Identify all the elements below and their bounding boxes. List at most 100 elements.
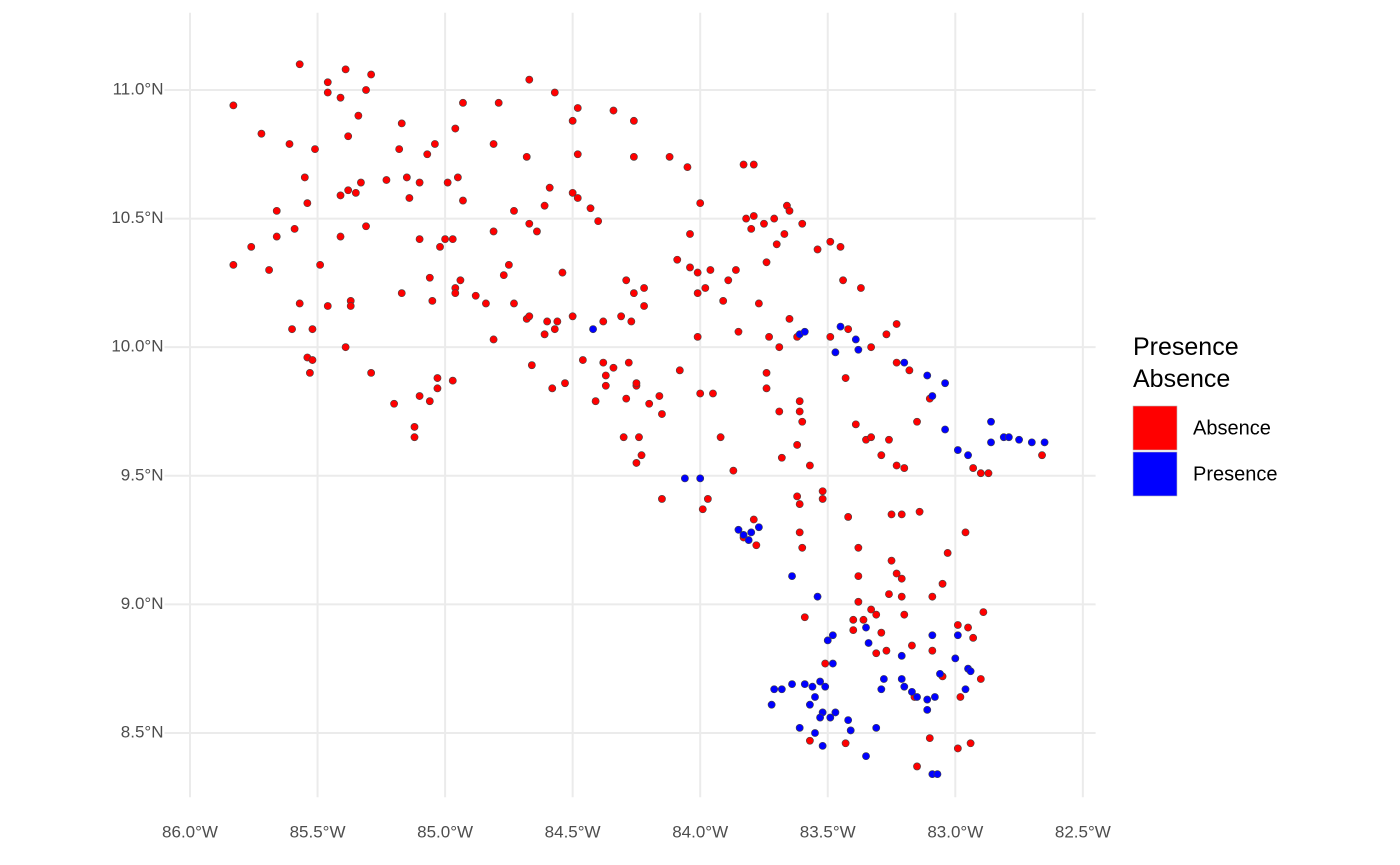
point: [976, 675, 985, 683]
point: [632, 379, 641, 388]
point: [510, 206, 518, 215]
point: [987, 417, 995, 426]
point: [923, 705, 932, 714]
point: [800, 327, 809, 336]
point: [609, 363, 618, 372]
point: [818, 741, 827, 750]
point: [928, 392, 937, 400]
point: [525, 312, 534, 321]
point: [984, 469, 993, 478]
point: [533, 227, 541, 236]
point: [795, 500, 804, 508]
point: [966, 739, 975, 748]
point: [1040, 438, 1049, 447]
point: [658, 495, 666, 503]
point: [336, 232, 345, 241]
point: [854, 345, 863, 354]
point: [788, 572, 796, 580]
point: [295, 60, 304, 69]
point: [709, 389, 717, 398]
point: [433, 384, 442, 393]
point: [706, 266, 715, 274]
point: [900, 682, 909, 691]
point: [849, 626, 858, 635]
point: [601, 371, 610, 380]
point: [928, 592, 937, 601]
point: [969, 464, 978, 472]
point: [683, 163, 692, 172]
point: [908, 641, 916, 650]
point: [808, 682, 817, 691]
x-tick-label: 84.5°W: [545, 822, 601, 841]
point: [448, 376, 457, 385]
point: [969, 633, 978, 642]
point: [867, 433, 876, 442]
point: [316, 260, 325, 269]
point: [344, 132, 353, 141]
point: [770, 214, 779, 223]
point: [775, 343, 784, 352]
point: [862, 752, 870, 761]
point: [892, 320, 901, 328]
point: [357, 178, 365, 187]
point: [798, 219, 807, 228]
point: [410, 433, 419, 442]
point: [247, 242, 256, 251]
point: [897, 675, 906, 683]
point: [451, 124, 460, 133]
point: [308, 356, 317, 364]
point: [892, 569, 901, 578]
y-tick-label: 11.0°N: [113, 79, 164, 98]
point: [308, 325, 317, 334]
point: [619, 433, 628, 442]
legend-label: Presence: [1193, 463, 1278, 485]
x-tick-label: 86.0°W: [162, 822, 218, 841]
point: [1027, 438, 1036, 447]
point: [923, 371, 932, 380]
point: [882, 330, 891, 339]
x-tick-label: 82.5°W: [1055, 822, 1111, 841]
point: [826, 713, 835, 722]
point: [818, 495, 827, 503]
point: [693, 332, 702, 341]
point: [928, 631, 937, 640]
point: [306, 368, 314, 377]
point: [936, 669, 944, 678]
point: [897, 651, 906, 660]
point: [897, 574, 906, 583]
point: [739, 160, 748, 169]
point: [622, 276, 631, 285]
point: [734, 327, 743, 336]
point: [836, 242, 845, 251]
point: [629, 116, 638, 125]
point: [762, 368, 771, 377]
point: [976, 469, 985, 478]
legend-key: [1132, 405, 1178, 451]
point: [637, 451, 646, 460]
point: [265, 266, 273, 274]
point: [828, 631, 837, 640]
point: [953, 744, 962, 753]
point: [785, 206, 794, 215]
point: [828, 659, 837, 668]
point: [696, 199, 705, 208]
point: [777, 453, 786, 462]
point: [839, 276, 847, 285]
point: [323, 78, 332, 87]
point: [459, 196, 467, 205]
point: [900, 610, 909, 619]
point: [887, 510, 896, 519]
point: [913, 762, 921, 771]
point: [854, 572, 863, 580]
point: [867, 605, 876, 614]
point: [548, 384, 557, 393]
point: [964, 623, 972, 632]
point: [609, 106, 618, 115]
point: [821, 682, 830, 691]
point: [351, 188, 360, 197]
point: [568, 188, 577, 197]
point: [696, 474, 705, 483]
point: [522, 152, 531, 161]
point: [272, 206, 281, 215]
point: [423, 150, 432, 159]
